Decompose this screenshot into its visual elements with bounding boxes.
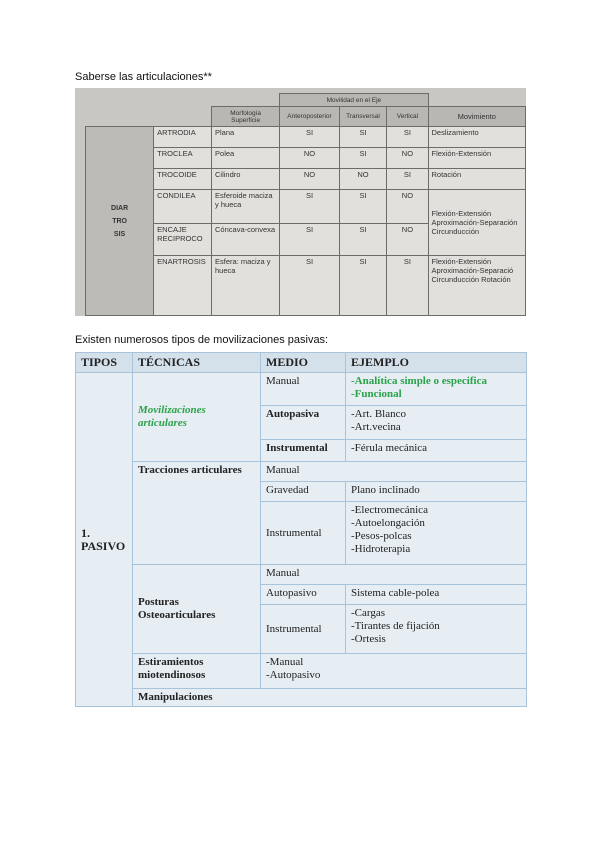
row-morf: Cóncava-convexa bbox=[211, 223, 281, 256]
header-movimiento: Movimiento bbox=[427, 106, 526, 127]
row-tr: SI bbox=[338, 147, 388, 169]
row-ve: SI bbox=[386, 255, 429, 316]
row-ap: SI bbox=[279, 255, 340, 316]
row-name: TROCLEA bbox=[153, 147, 213, 169]
row-name: ENCAJE RECIPROCO bbox=[153, 223, 213, 256]
row-ve: SI bbox=[386, 168, 429, 190]
caption-movilizaciones: Existen numerosos tipos de movilizacione… bbox=[75, 334, 329, 346]
header-medio: MEDIO bbox=[260, 352, 346, 373]
row-name: CONDILEA bbox=[153, 189, 213, 224]
group-diartrosis: DIARTROSIS bbox=[84, 126, 155, 316]
header-morfologia: Morfología Superficie bbox=[211, 106, 281, 127]
header-vertical: Vertical bbox=[386, 106, 429, 127]
caption-articulaciones: Saberse las articulaciones** bbox=[75, 71, 212, 83]
medio: Instrumental bbox=[260, 604, 346, 654]
row-ap: NO bbox=[279, 147, 340, 169]
ejemplo: -Tirantes de fijación bbox=[351, 620, 440, 632]
medio: Autopasiva bbox=[260, 405, 346, 440]
row-ap: SI bbox=[279, 126, 340, 148]
ejemplo: -Electromecánica bbox=[351, 504, 428, 516]
row-mov: Deslizamiento bbox=[427, 126, 526, 148]
row-mov: Rotación bbox=[427, 168, 526, 190]
ejemplo: -Ortesis bbox=[351, 633, 386, 645]
movilizaciones-table: TIPOS TÉCNICAS MEDIO EJEMPLO 1. PASIVO M… bbox=[75, 352, 527, 707]
row-mov: Flexión-Extensión Aproximación-Separació… bbox=[427, 189, 526, 256]
row-name: ARTRODIA bbox=[153, 126, 213, 148]
row-tr: SI bbox=[338, 126, 388, 148]
header-ejemplo: EJEMPLO bbox=[345, 352, 527, 373]
row-morf: Polea bbox=[211, 147, 281, 169]
row-name: ENARTROSIS bbox=[153, 255, 213, 316]
tecnica-manipulaciones: Manipulaciones bbox=[132, 688, 527, 707]
row-ap: SI bbox=[279, 189, 340, 224]
row-ap: NO bbox=[279, 168, 340, 190]
row-morf: Plana bbox=[211, 126, 281, 148]
row-mov: Flexión-Extensión bbox=[427, 147, 526, 169]
row-ve: NO bbox=[386, 189, 429, 224]
row-name: TROCOIDE bbox=[153, 168, 213, 190]
row-morf: Esfera: maciza y hueca bbox=[211, 255, 281, 316]
tecnica-posturas: Posturas Osteoarticulares bbox=[132, 564, 261, 654]
ejemplo: Sistema cable-polea bbox=[345, 584, 527, 605]
medio: Manual bbox=[260, 372, 346, 406]
ejemplo: -Autoelongación bbox=[351, 517, 425, 529]
medio: -Manual bbox=[266, 656, 304, 668]
medio: Autopasivo bbox=[260, 584, 346, 605]
row-tr: NO bbox=[338, 168, 388, 190]
ejemplo: -Funcional bbox=[351, 388, 402, 400]
row-tr: SI bbox=[338, 223, 388, 256]
ejemplo: Plano inclinado bbox=[345, 481, 527, 502]
ejemplo: -Pesos-polcas bbox=[351, 530, 412, 542]
ejemplo: -Art.vecina bbox=[351, 421, 401, 433]
ejemplo: -Férula mecánica bbox=[345, 439, 527, 462]
medio: Manual bbox=[260, 461, 527, 482]
medio: Manual bbox=[260, 564, 527, 585]
medio: Instrumental bbox=[260, 501, 346, 565]
medio: -Autopasivo bbox=[266, 669, 321, 681]
row-morf: Cilindro bbox=[211, 168, 281, 190]
row-tr: SI bbox=[338, 189, 388, 224]
header-movilidad: Movilidad en el Eje bbox=[279, 93, 429, 107]
medio: Instrumental bbox=[260, 439, 346, 462]
row-tr: SI bbox=[338, 255, 388, 316]
ejemplo: -Cargas bbox=[351, 607, 386, 619]
tecnica-tracciones: Tracciones articulares bbox=[132, 461, 261, 565]
header-antero: Anteroposterior bbox=[279, 106, 340, 127]
row-ve: SI bbox=[386, 126, 429, 148]
row-ve: NO bbox=[386, 147, 429, 169]
tipo-pasivo: 1. PASIVO bbox=[75, 372, 133, 707]
diartrosis-table-photo: Movilidad en el Eje Morfología Superfici… bbox=[75, 88, 526, 316]
tecnica-estiramientos: Estiramientos miotendinosos bbox=[132, 653, 261, 689]
row-morf: Esferoide maciza y hueca bbox=[211, 189, 281, 224]
tecnica-movilizaciones: Movilizaciones articulares bbox=[132, 372, 261, 462]
row-mov: Flexión-Extensión Aproximación-Separació… bbox=[427, 255, 526, 316]
ejemplo: -Art. Blanco bbox=[351, 408, 406, 420]
ejemplo: -Analítica simple o especifica bbox=[351, 375, 487, 387]
header-tecnicas: TÉCNICAS bbox=[132, 352, 261, 373]
medio: Gravedad bbox=[260, 481, 346, 502]
row-ve: NO bbox=[386, 223, 429, 256]
header-tipos: TIPOS bbox=[75, 352, 133, 373]
header-transversal: Transversal bbox=[338, 106, 388, 127]
row-ap: SI bbox=[279, 223, 340, 256]
ejemplo: -Hidroterapia bbox=[351, 543, 411, 555]
